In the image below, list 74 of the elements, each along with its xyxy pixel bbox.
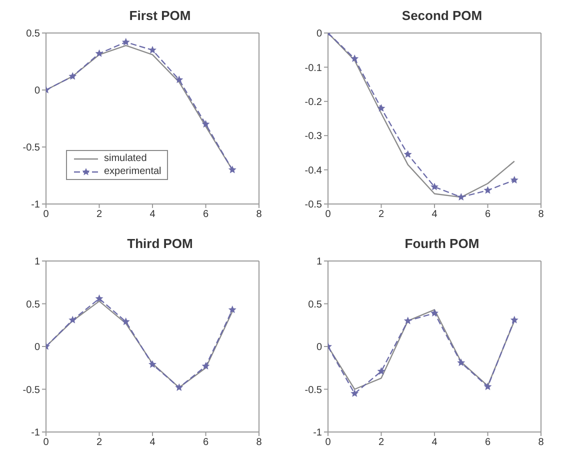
point [95,294,104,302]
x-tick-label: 6 [202,437,209,448]
point [430,182,438,190]
x-tick-label: 6 [202,209,209,220]
x-tick-label: 2 [96,437,102,448]
y-tick-label: -1 [313,428,322,439]
y-tick-label: 0.5 [26,299,40,310]
point [122,318,130,326]
point [175,383,184,391]
x-tick-label: 8 [538,209,544,220]
point [404,150,412,158]
x-tick-label: 4 [150,209,156,220]
x-tick-label: 6 [484,209,491,220]
legend-label: experimental [104,165,162,178]
y-tick-label: 0 [316,28,322,40]
x-tick-label: 4 [432,209,438,220]
x-tick-label: 4 [432,437,438,448]
chart-title: Third POM [126,236,194,253]
point [202,362,210,370]
x-tick-label: 6 [484,437,491,448]
point [228,306,236,314]
y-tick-label: -1 [31,200,40,211]
x-tick-label: 2 [378,209,384,220]
y-tick-label: -0.1 [304,62,322,74]
point [122,38,130,46]
x-tick-label: 8 [256,209,262,220]
x-tick-label: 4 [150,437,156,448]
point [148,360,156,368]
point [377,104,386,112]
point [430,308,438,317]
x-tick-label: 2 [378,437,384,448]
y-tick-label: 0 [34,86,40,97]
y-tick-label: -0.5 [22,384,40,396]
point [68,72,77,80]
point [148,46,156,54]
x-tick-label: 8 [256,437,262,448]
point [484,382,492,390]
y-tick-label: -0.5 [304,384,322,396]
x-tick-label: 0 [325,437,332,448]
point [350,389,359,397]
point [175,76,184,84]
y-tick-label: 0 [316,342,322,354]
point [228,166,236,174]
x-tick-label: 2 [96,209,102,220]
x-tick-label: 0 [43,437,50,448]
y-tick-label: -0.2 [304,96,322,108]
point [68,316,77,324]
x-tick-label: 0 [325,209,332,220]
legend-label: simulated [104,152,147,165]
y-tick-label: 0 [34,342,40,354]
point [95,49,104,57]
y-tick-label: -0.4 [304,165,322,176]
y-tick-label: -0.5 [22,142,40,154]
chart-title: Fourth POM [404,236,480,253]
y-tick-label: -0.3 [304,131,322,142]
y-tick-label: 0.5 [308,299,322,310]
y-tick-label: -1 [31,428,40,439]
point [350,54,359,62]
x-tick-label: 0 [43,209,50,220]
y-tick-label: 1 [34,256,40,268]
point [202,120,210,128]
point [377,367,386,375]
x-tick-label: 8 [538,437,544,448]
point [510,316,518,324]
chart-title: First POM [128,8,192,25]
y-tick-label: 0.5 [26,28,40,40]
y-tick-label: -0.5 [304,200,322,211]
point [457,192,466,201]
y-tick-label: 1 [316,256,322,268]
point [484,186,492,194]
point [457,358,466,366]
point [510,176,518,184]
chart-title: Second POM [400,8,484,25]
point [404,316,412,324]
